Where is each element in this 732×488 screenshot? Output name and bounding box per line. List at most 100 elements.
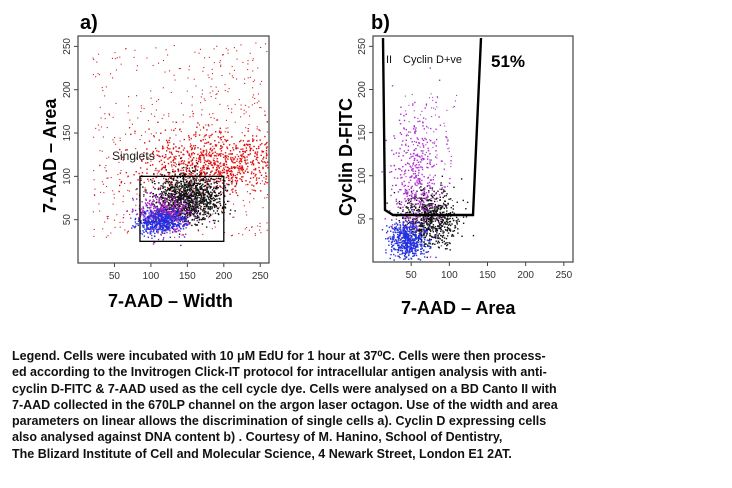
panel-a-event bbox=[233, 166, 236, 169]
panel-a-event bbox=[190, 192, 192, 194]
panel-b-event bbox=[441, 175, 444, 177]
panel-b-event bbox=[424, 137, 426, 140]
panel-a-event bbox=[151, 164, 154, 166]
panel-a-event bbox=[140, 214, 142, 216]
panel-b-event bbox=[407, 235, 409, 238]
panel-a-event bbox=[178, 155, 180, 157]
panel-b-event bbox=[432, 207, 434, 209]
panel-a-event bbox=[253, 169, 255, 171]
panel-b-event bbox=[412, 219, 415, 222]
panel-a-event bbox=[252, 164, 255, 166]
panel-a-event bbox=[180, 131, 182, 133]
panel-a-event bbox=[242, 234, 244, 236]
panel-b-event bbox=[407, 198, 410, 200]
panel-b-event bbox=[425, 220, 428, 222]
panel-a-event bbox=[264, 114, 266, 116]
panel-a-event bbox=[149, 215, 152, 217]
panel-b-event bbox=[425, 151, 427, 153]
panel-a-event bbox=[140, 105, 142, 107]
panel-b-event bbox=[441, 160, 443, 162]
panel-a-event bbox=[174, 200, 176, 202]
panel-a-event bbox=[203, 158, 205, 160]
panel-a-event bbox=[146, 168, 148, 170]
panel-a-event bbox=[149, 222, 151, 224]
panel-a-event bbox=[223, 169, 225, 171]
panel-b-event bbox=[421, 206, 423, 208]
panel-b-event bbox=[411, 195, 413, 197]
panel-a-event bbox=[204, 193, 206, 196]
panel-b-event bbox=[397, 206, 399, 208]
panel-a-event bbox=[108, 156, 110, 158]
panel-b-event bbox=[414, 101, 416, 104]
panel-a-event bbox=[231, 75, 233, 77]
panel-a-event bbox=[168, 176, 171, 178]
panel-a-event bbox=[251, 226, 253, 228]
panel-a-event bbox=[215, 170, 218, 172]
panel-a-event bbox=[214, 172, 216, 175]
panel-b-event bbox=[456, 220, 458, 222]
panel-b-event bbox=[452, 219, 455, 222]
panel-a-event bbox=[185, 192, 187, 195]
panel-a-event bbox=[210, 164, 213, 166]
panel-b-event bbox=[416, 184, 418, 187]
panel-a-event bbox=[156, 154, 158, 156]
panel-a-event bbox=[171, 181, 173, 184]
panel-b-event bbox=[404, 242, 407, 245]
panel-a-event bbox=[126, 232, 128, 234]
panel-a-event bbox=[188, 188, 191, 191]
panel-a-event bbox=[180, 195, 182, 198]
panel-a-event bbox=[178, 163, 180, 166]
panel-a-event bbox=[200, 205, 202, 208]
panel-b-event bbox=[410, 204, 412, 207]
panel-b-event bbox=[425, 235, 428, 237]
panel-a-event bbox=[162, 207, 164, 210]
panel-a-event bbox=[199, 180, 201, 183]
panel-a-event bbox=[177, 204, 179, 206]
panel-a-event bbox=[167, 229, 169, 231]
panel-a-event bbox=[146, 220, 148, 223]
panel-a-event bbox=[221, 182, 224, 184]
panel-a-event bbox=[154, 218, 157, 220]
panel-a-event bbox=[192, 170, 194, 173]
panel-a-event bbox=[186, 224, 189, 226]
panel-b-event bbox=[426, 217, 428, 220]
panel-a-event bbox=[231, 111, 233, 113]
panel-a-event bbox=[219, 191, 222, 193]
panel-a-event bbox=[210, 178, 212, 180]
panel-a-x-axis-title: 7-AAD – Width bbox=[108, 291, 233, 311]
panel-a-event bbox=[207, 190, 210, 192]
panel-a-event bbox=[193, 170, 195, 172]
panel-a-event bbox=[187, 200, 189, 202]
panel-a-event bbox=[217, 90, 219, 92]
panel-a-event bbox=[259, 190, 262, 192]
panel-b-event bbox=[431, 218, 433, 220]
panel-b-event bbox=[394, 227, 397, 230]
panel-b-event bbox=[412, 104, 414, 106]
panel-a-event bbox=[210, 155, 212, 157]
panel-a-event bbox=[256, 126, 258, 128]
panel-a-event bbox=[250, 177, 252, 180]
panel-a-event bbox=[120, 180, 123, 183]
panel-a-event bbox=[165, 190, 167, 192]
panel-a-event bbox=[180, 102, 183, 104]
panel-b-event bbox=[444, 243, 446, 245]
panel-a-event bbox=[195, 201, 198, 203]
panel-b-event bbox=[426, 158, 429, 160]
panel-a-event bbox=[154, 235, 156, 238]
panel-a-event bbox=[159, 203, 162, 206]
panel-a-event bbox=[187, 135, 190, 137]
panel-b-event bbox=[442, 204, 445, 206]
panel-b-event bbox=[438, 233, 441, 235]
panel-b-event bbox=[406, 242, 409, 245]
panel-b-event bbox=[405, 135, 408, 137]
panel-b-event bbox=[409, 153, 412, 155]
panel-b-event bbox=[403, 192, 406, 195]
panel-a-event bbox=[165, 207, 168, 209]
panel-a-event bbox=[175, 220, 178, 222]
panel-b-event bbox=[404, 217, 407, 220]
panel-a-y-axis-title: 7-AAD – Area bbox=[40, 98, 60, 213]
panel-a-event bbox=[260, 174, 263, 176]
panel-a-event bbox=[168, 210, 171, 213]
panel-a-event bbox=[234, 167, 236, 170]
panel-b-event bbox=[420, 183, 422, 185]
